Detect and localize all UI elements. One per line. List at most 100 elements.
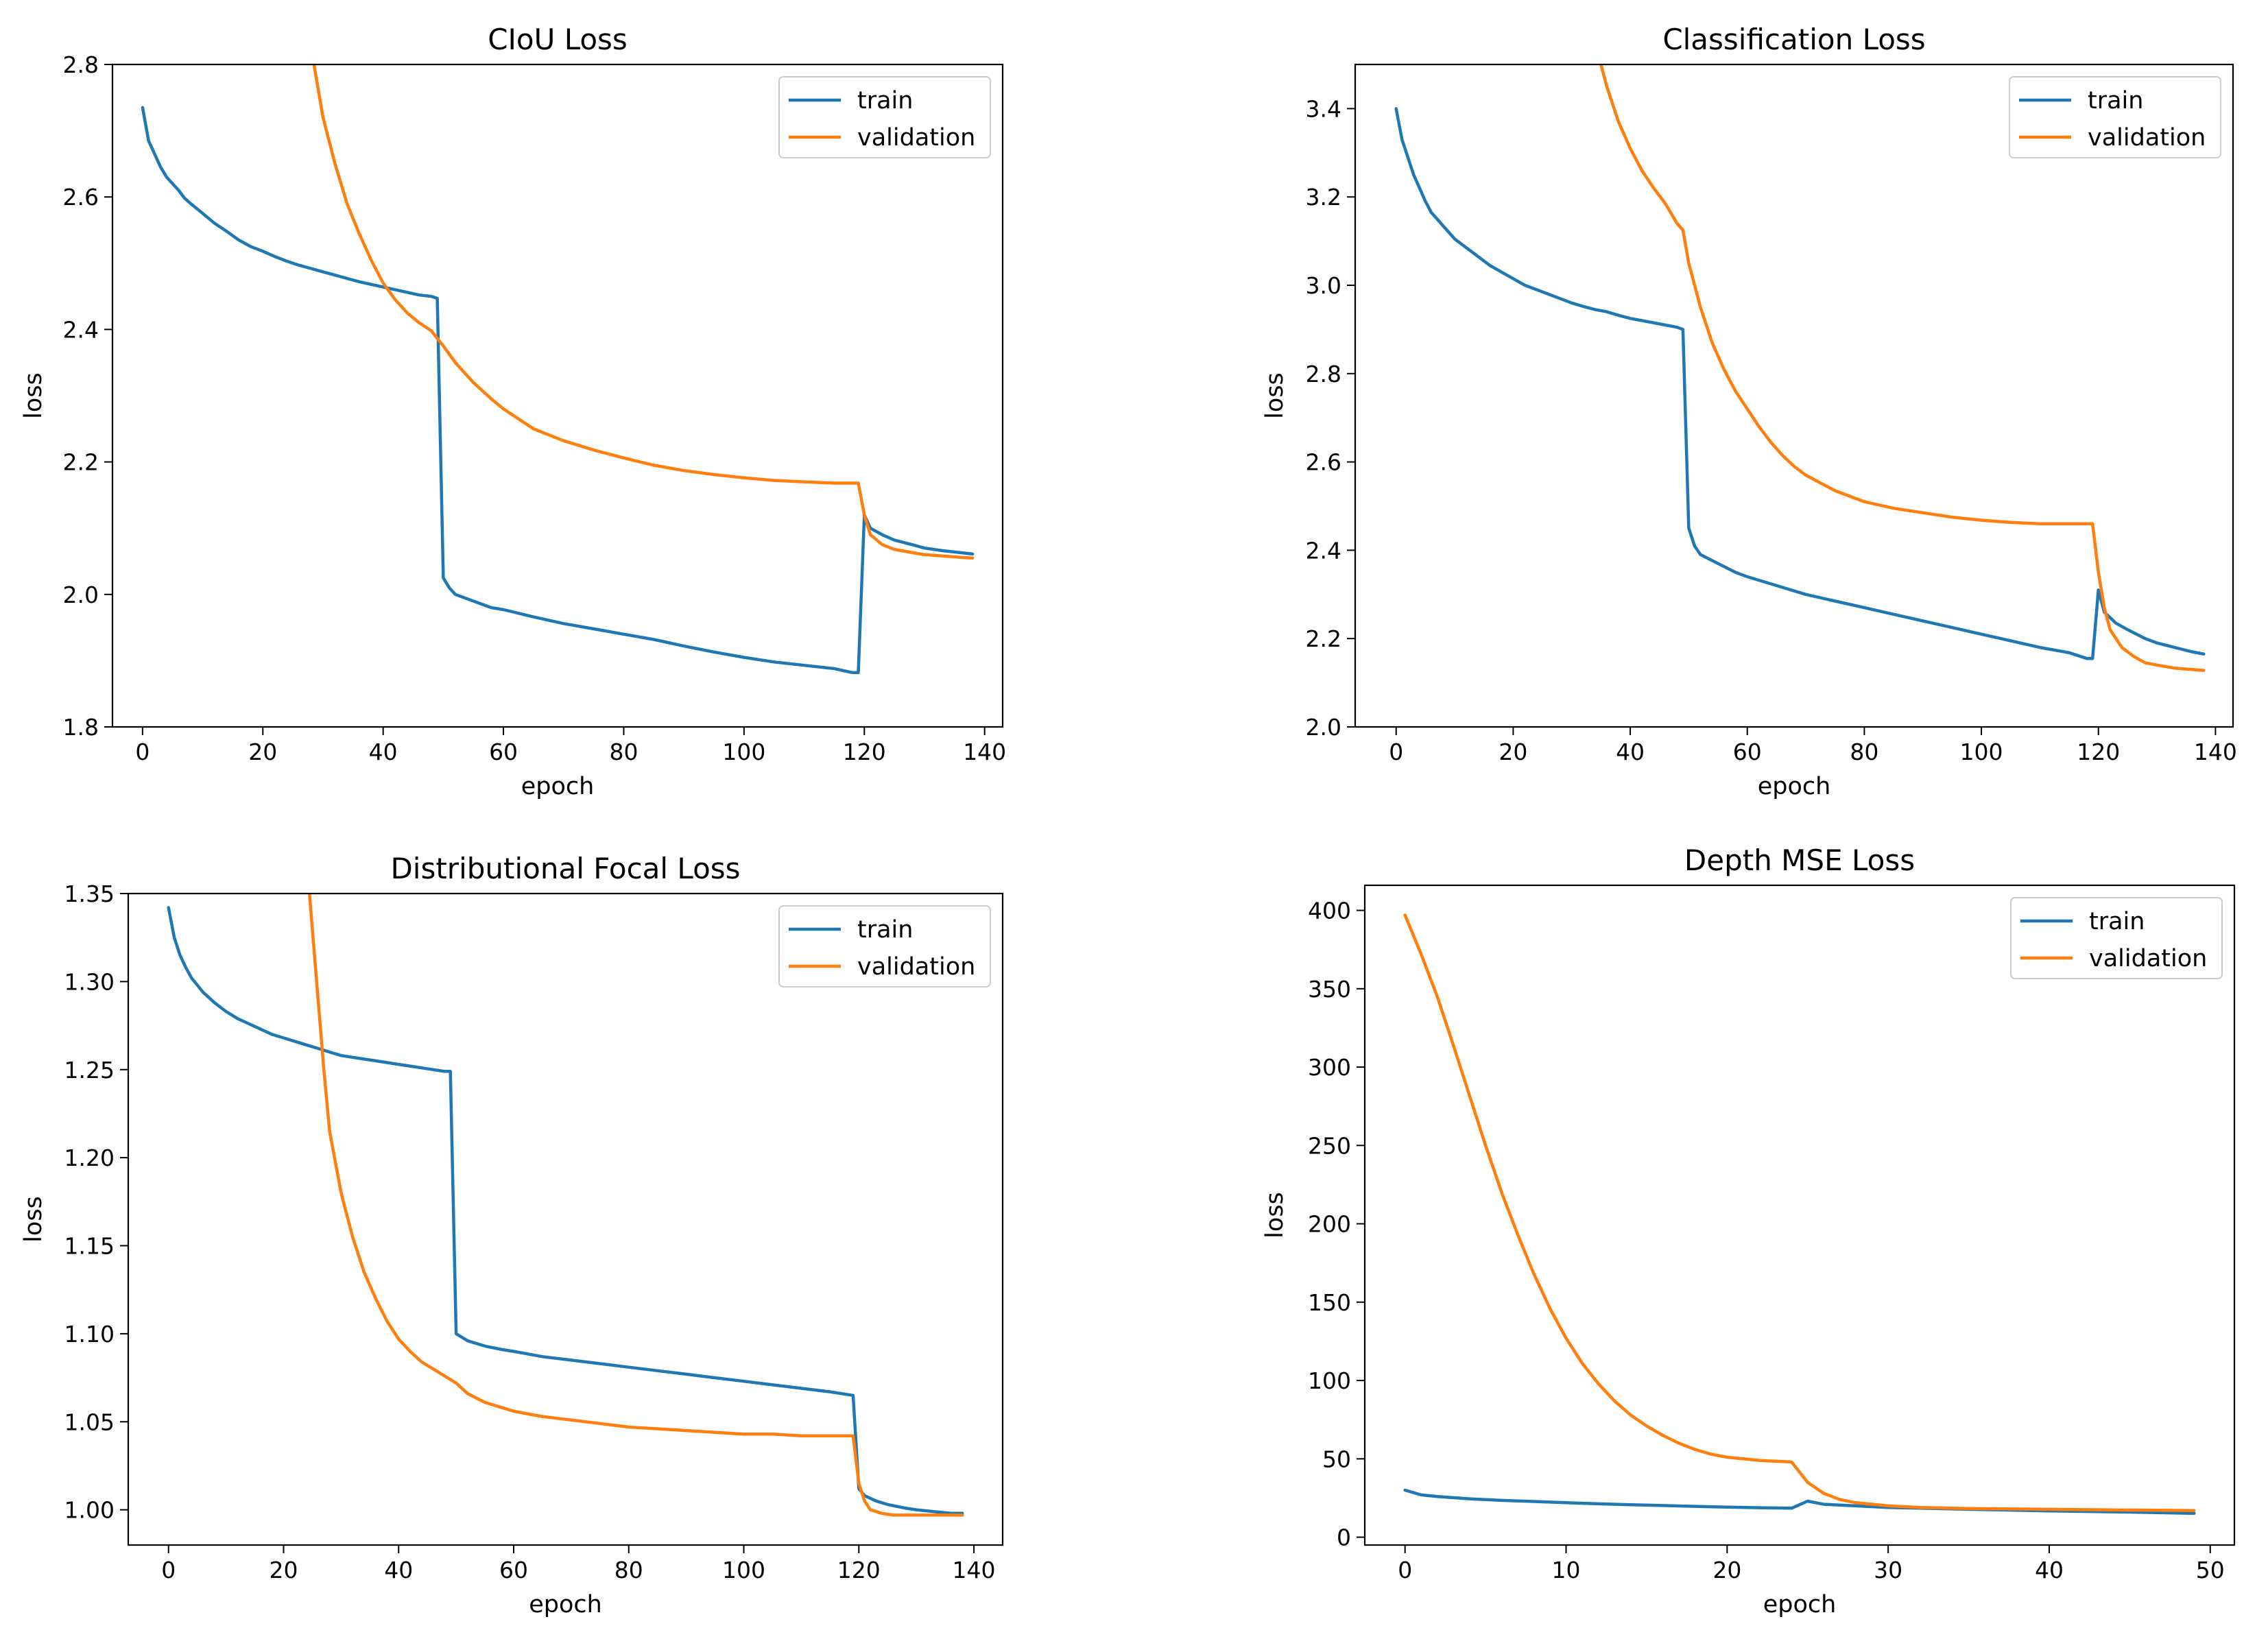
y-tick-label: 2.6 [63, 184, 99, 211]
legend-label-train: train [2089, 908, 2145, 935]
legend: train validation [778, 76, 991, 158]
chart-title: Classification Loss [1662, 23, 1925, 56]
legend: train validation [2010, 897, 2223, 979]
x-tick-label: 40 [369, 739, 398, 765]
x-tick-label: 140 [953, 1557, 996, 1583]
x-tick-label: 120 [843, 739, 886, 765]
x-tick-label: 40 [384, 1557, 413, 1583]
x-axis-label: epoch [529, 1591, 602, 1618]
x-tick-label: 20 [269, 1557, 298, 1583]
x-tick-label: 20 [1712, 1557, 1741, 1583]
x-tick-label: 20 [248, 739, 277, 765]
legend: train validation [778, 905, 991, 987]
chart-depth-mse-loss: 0 10 20 30 40 50 0 50 100 150 200 250 300 350 400 Depth… [1261, 843, 2236, 1618]
y-tick-label: 2.0 [1306, 714, 1341, 741]
y-tick-label: 0 [1337, 1524, 1351, 1551]
y-tick-label: 100 [1308, 1367, 1351, 1394]
x-tick-label: 100 [722, 739, 765, 765]
x-tick-label: 60 [489, 739, 518, 765]
x-tick-label: 60 [499, 1557, 528, 1583]
x-tick-label: 0 [1389, 739, 1403, 765]
chart-distributional-focal-loss: 0 20 40 60 80 100 120 140 1.00 1.05 1.10 1.15 1.20 1.… [20, 852, 1004, 1618]
x-tick-label: 50 [2196, 1557, 2225, 1583]
legend-label-validation: validation [857, 124, 975, 152]
y-tick-label: 350 [1308, 976, 1351, 1003]
series-line-train [141, 106, 975, 675]
y-tick-label: 400 [1308, 898, 1351, 924]
x-tick-label: 10 [1552, 1557, 1581, 1583]
y-tick-label: 2.6 [1306, 449, 1341, 476]
x-tick-label: 140 [2194, 739, 2237, 765]
x-tick-label: 80 [609, 739, 638, 765]
legend-label-validation: validation [2088, 124, 2206, 152]
legend-label-train: train [857, 87, 913, 115]
chart-ciou-loss: 0 20 40 60 80 100 120 140 1.8 2.0 2.2 2.4 2.6 2.8 CIoU… [20, 23, 1006, 800]
x-tick-label: 0 [135, 739, 150, 765]
y-tick-label: 2.4 [63, 316, 99, 343]
y-tick-label: 2.2 [1306, 625, 1341, 652]
legend-label-train: train [2088, 87, 2143, 115]
y-tick-label: 1.10 [64, 1321, 115, 1348]
y-tick-label: 300 [1308, 1054, 1351, 1081]
y-tick-label: 1.00 [64, 1497, 115, 1524]
x-tick-label: 20 [1499, 739, 1527, 765]
y-tick-label: 150 [1308, 1289, 1351, 1316]
legend-label-validation: validation [857, 953, 975, 981]
series-line-validation [307, 894, 964, 1517]
y-tick-label: 1.8 [63, 714, 99, 741]
x-tick-label: 80 [614, 1557, 643, 1583]
y-tick-label: 1.30 [64, 968, 115, 995]
series-line-train [1394, 107, 2206, 660]
y-tick-label: 3.4 [1306, 95, 1341, 122]
legend-label-validation: validation [2089, 945, 2207, 972]
series-line-validation [1599, 64, 2206, 672]
plot-area-frame [1363, 884, 2236, 1546]
legend: train validation [2009, 76, 2221, 158]
y-tick-label: 2.8 [63, 51, 99, 78]
x-tick-label: 140 [963, 739, 1006, 765]
y-tick-label: 3.0 [1306, 272, 1341, 299]
y-axis-label: loss [20, 1196, 47, 1243]
y-tick-label: 250 [1308, 1132, 1351, 1159]
plot-area-frame [111, 63, 1004, 728]
x-tick-label: 80 [1850, 739, 1878, 765]
x-tick-label: 40 [2035, 1557, 2064, 1583]
x-tick-label: 0 [161, 1557, 176, 1583]
y-tick-label: 50 [1322, 1446, 1351, 1472]
x-axis-label: epoch [1763, 1591, 1837, 1618]
x-tick-label: 60 [1733, 739, 1762, 765]
x-tick-label: 40 [1616, 739, 1645, 765]
y-tick-label: 1.25 [64, 1057, 115, 1084]
series-line-validation [1403, 913, 2196, 1512]
plot-area-frame [127, 892, 1004, 1546]
x-tick-label: 120 [837, 1557, 881, 1583]
legend-label-train: train [857, 916, 913, 944]
chart-title: Depth MSE Loss [1684, 843, 1915, 877]
y-axis-label: loss [1261, 1192, 1289, 1238]
x-tick-label: 30 [1874, 1557, 1902, 1583]
series-line-train [167, 906, 964, 1516]
x-axis-label: epoch [521, 773, 595, 800]
x-axis-label: epoch [1758, 773, 1831, 800]
chart-classification-loss: 0 20 40 60 80 100 120 140 2.0 2.2 2.4 2.6 2.8 3.0 3.2 3… [1261, 23, 2237, 800]
y-tick-label: 3.2 [1306, 184, 1341, 211]
y-tick-label: 200 [1308, 1211, 1351, 1238]
y-tick-label: 2.2 [63, 449, 99, 476]
x-tick-label: 0 [1398, 1557, 1412, 1583]
chart-title: Distributional Focal Loss [390, 852, 740, 885]
x-tick-label: 100 [1960, 739, 2003, 765]
y-tick-label: 1.20 [64, 1145, 115, 1171]
y-axis-label: loss [20, 372, 47, 419]
y-axis-label: loss [1261, 372, 1289, 419]
y-tick-label: 1.35 [64, 881, 115, 907]
y-tick-label: 1.15 [64, 1233, 115, 1260]
series-line-validation [312, 64, 975, 560]
plot-area-frame [1354, 63, 2234, 728]
chart-title: CIoU Loss [488, 23, 628, 56]
x-tick-label: 100 [722, 1557, 765, 1583]
y-tick-label: 1.05 [64, 1409, 115, 1435]
y-tick-label: 2.8 [1306, 361, 1341, 387]
y-tick-label: 2.4 [1306, 537, 1341, 564]
